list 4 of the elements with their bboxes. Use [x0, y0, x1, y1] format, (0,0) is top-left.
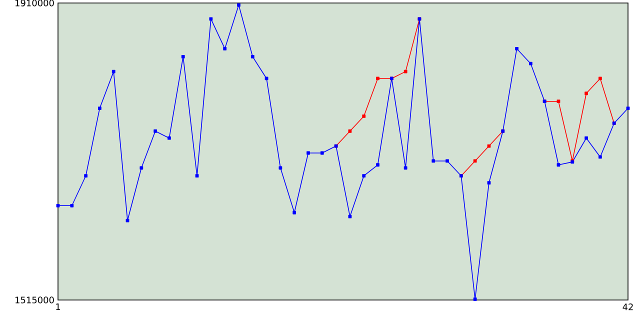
x-tick-label: 1 [56, 304, 60, 310]
y-tick-label: 1910000 [16, 0, 54, 6]
y-tick-label: 1515000 [16, 296, 54, 304]
x-tick-label: 42 [622, 304, 633, 310]
